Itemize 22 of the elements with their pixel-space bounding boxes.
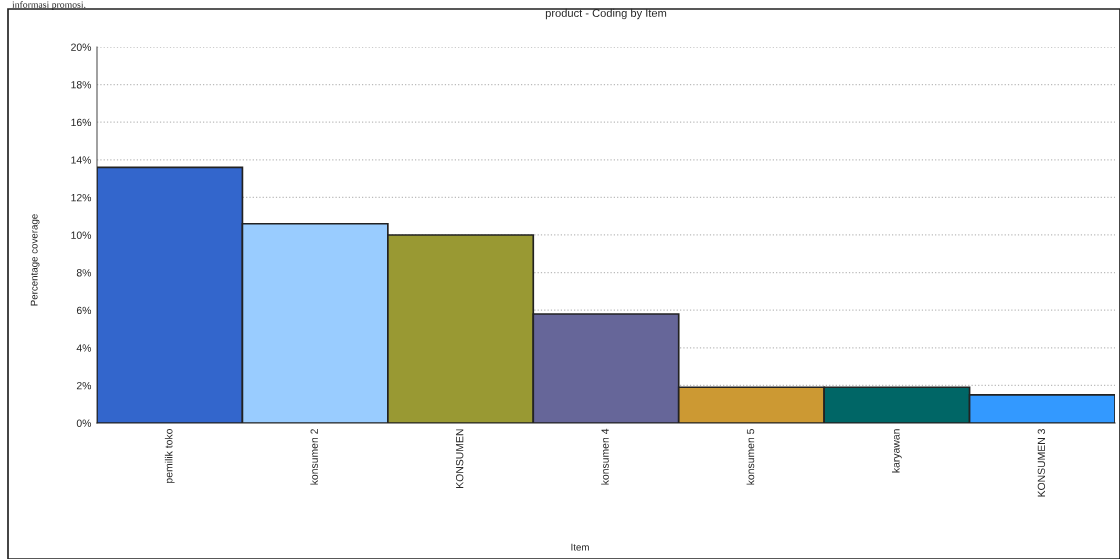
text: informasi promosi. — [12, 1, 86, 10]
y-tick-label: 8% — [76, 269, 92, 277]
x-axis-title: Item — [571, 543, 589, 551]
y-tick-label: 0% — [76, 419, 92, 427]
y-tick-label: 10% — [71, 231, 92, 239]
y-tick-label: 12% — [71, 193, 92, 202]
y-tick-label: 2% — [76, 381, 92, 390]
y-tick-label: 20% — [71, 43, 92, 51]
x-tick-label: konsumen 2 — [310, 429, 318, 485]
y-tick-label: 6% — [76, 306, 92, 315]
y-tick-label: 14% — [71, 156, 92, 164]
y-tick-label: 4% — [76, 344, 92, 352]
x-tick-label: karyawan — [892, 429, 902, 473]
x-tick-label: pemilik toko — [164, 428, 175, 483]
y-tick-label: 18% — [71, 81, 92, 89]
x-tick-label: KONSUMEN 3 — [1037, 429, 1046, 497]
chart-title: product - Coding by Item — [545, 8, 667, 20]
x-tick-label: konsumen 5 — [746, 428, 755, 485]
y-axis-title: Percentage coverage — [30, 214, 40, 306]
x-tick-label: KONSUMEN — [455, 429, 464, 488]
y-tick-label: 16% — [71, 118, 92, 127]
x-tick-label: konsumen 4 — [601, 428, 609, 485]
